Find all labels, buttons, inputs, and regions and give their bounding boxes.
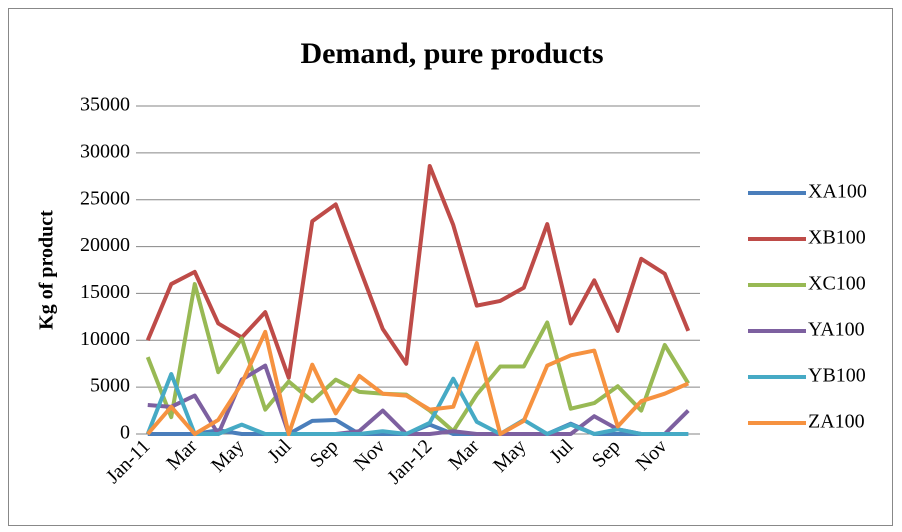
y-tick-label: 35000 bbox=[80, 94, 130, 116]
chart-border bbox=[8, 8, 893, 526]
y-tick-label: 20000 bbox=[80, 234, 130, 256]
legend-label: XC100 bbox=[808, 273, 866, 295]
chart-title: Demand, pure products bbox=[300, 37, 603, 70]
legend-label: ZA100 bbox=[808, 411, 865, 433]
y-tick-label: 0 bbox=[120, 422, 130, 444]
legend-label: YA100 bbox=[808, 319, 865, 341]
series-line bbox=[145, 163, 691, 380]
y-axis-label: Kg of product bbox=[36, 210, 58, 330]
legend-label: XA100 bbox=[808, 181, 867, 203]
legend-label: XB100 bbox=[808, 227, 866, 249]
y-tick-label: 25000 bbox=[80, 187, 130, 209]
series-line bbox=[146, 329, 690, 436]
series-line bbox=[145, 372, 689, 436]
y-tick-label: 30000 bbox=[80, 140, 130, 162]
y-tick-label: 15000 bbox=[80, 281, 130, 303]
y-tick-label: 10000 bbox=[80, 328, 130, 350]
y-tick-label: 5000 bbox=[90, 375, 130, 397]
legend-label: YB100 bbox=[808, 365, 866, 387]
